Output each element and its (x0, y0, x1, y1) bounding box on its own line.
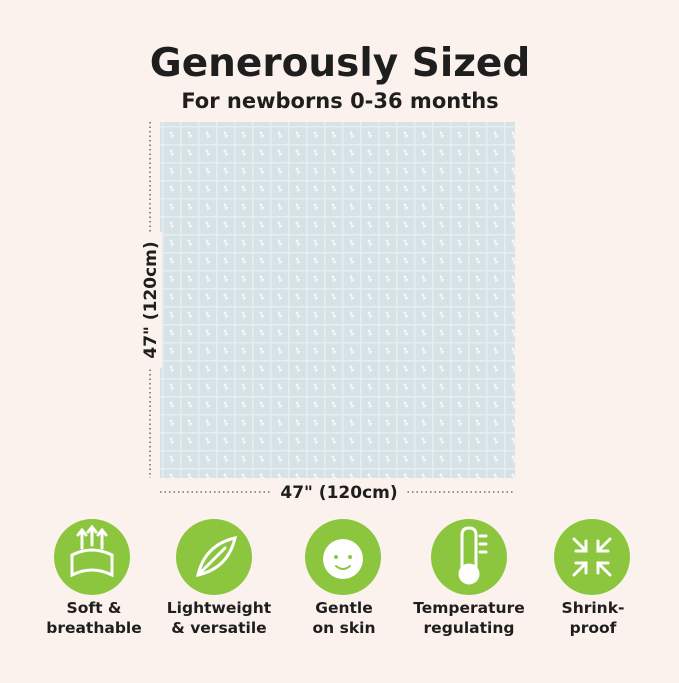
icon-glyphs (70, 524, 612, 585)
blanket (160, 122, 515, 478)
icon-circle (554, 519, 630, 595)
feather-icon (195, 535, 238, 578)
feature-label: Lightweight (167, 599, 272, 617)
title: Generously Sized (150, 41, 531, 86)
feature-label: on skin (313, 619, 376, 637)
shrink-icon (572, 537, 612, 577)
feature-label: Temperature (413, 599, 525, 617)
feature-labels: Soft & breathable Lightweight & versatil… (46, 599, 624, 637)
feature-label: breathable (46, 619, 142, 637)
feature-label: Shrink- (562, 599, 625, 617)
feature-label: regulating (424, 619, 515, 637)
baby-eye (348, 555, 352, 559)
feature-label: proof (570, 619, 617, 637)
baby-icon (323, 539, 363, 579)
feature-label: Gentle (315, 599, 373, 617)
baby-eye (334, 555, 338, 559)
subtitle: For newborns 0-36 months (181, 89, 498, 113)
breathable-icon (70, 524, 114, 578)
width-label: 47" (120cm) (280, 483, 397, 503)
height-label: 47" (120cm) (141, 241, 161, 358)
label-bg (138, 232, 162, 368)
baby-smile (335, 565, 351, 570)
thermometer-icon (460, 526, 488, 570)
label-bg (272, 482, 406, 502)
icon-circle (431, 519, 507, 595)
feature-label: & versatile (171, 619, 266, 637)
feature-label: Soft & (67, 599, 122, 617)
thermometer-bulb (458, 563, 480, 585)
